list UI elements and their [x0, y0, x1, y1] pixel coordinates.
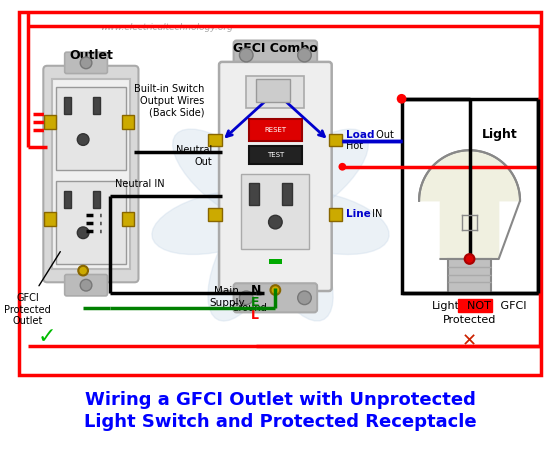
Bar — [93, 97, 100, 114]
Bar — [249, 146, 301, 164]
Text: N: N — [251, 284, 261, 297]
Text: GFCI Combo: GFCI Combo — [233, 42, 318, 55]
Circle shape — [78, 227, 89, 239]
Text: IN: IN — [368, 209, 382, 219]
Circle shape — [78, 134, 89, 145]
Circle shape — [78, 266, 88, 275]
Bar — [249, 183, 259, 205]
Bar — [56, 87, 126, 170]
Text: Hot: Hot — [346, 141, 364, 151]
Text: Light: Light — [482, 128, 518, 141]
Bar — [256, 79, 290, 102]
Polygon shape — [208, 196, 287, 321]
Polygon shape — [256, 129, 368, 225]
Bar — [122, 212, 134, 226]
Bar — [64, 191, 70, 208]
Bar — [329, 134, 342, 146]
Polygon shape — [152, 190, 285, 254]
Text: Out: Out — [373, 130, 394, 140]
Text: Outlet: Outlet — [69, 49, 113, 62]
Text: TEST: TEST — [267, 152, 284, 158]
Text: www.electricaltechnology.org: www.electricaltechnology.org — [101, 23, 234, 32]
Bar — [122, 115, 134, 129]
Text: Ground: Ground — [232, 303, 267, 313]
Bar — [268, 259, 282, 264]
Text: GFCI
Protected
Outlet: GFCI Protected Outlet — [4, 293, 51, 326]
Polygon shape — [254, 196, 333, 321]
Text: Neutral
Out: Neutral Out — [176, 145, 212, 167]
Text: Light Switch and Protected Receptacle: Light Switch and Protected Receptacle — [84, 413, 476, 431]
Circle shape — [239, 291, 253, 305]
Bar — [19, 12, 541, 374]
Bar — [45, 212, 56, 226]
Bar — [448, 259, 491, 293]
Circle shape — [298, 48, 311, 62]
Text: Neutral IN: Neutral IN — [115, 179, 165, 189]
Bar — [52, 79, 130, 269]
Bar — [241, 174, 309, 249]
Polygon shape — [419, 150, 520, 259]
Polygon shape — [241, 89, 300, 225]
Circle shape — [80, 279, 92, 291]
FancyBboxPatch shape — [234, 40, 317, 70]
Text: Built-in Switch
Output Wires
(Back Side): Built-in Switch Output Wires (Back Side) — [134, 84, 205, 117]
Text: E: E — [251, 296, 260, 309]
Bar — [246, 76, 305, 108]
FancyBboxPatch shape — [65, 52, 107, 73]
Bar — [45, 115, 56, 129]
Text: ✓: ✓ — [38, 327, 57, 347]
Circle shape — [298, 291, 311, 305]
Bar — [402, 99, 537, 293]
Polygon shape — [256, 190, 389, 255]
Bar — [56, 181, 126, 264]
Text: NOT: NOT — [460, 301, 491, 311]
Text: Main
Supply: Main Supply — [209, 286, 245, 308]
Circle shape — [271, 285, 280, 295]
Text: RESET: RESET — [265, 127, 287, 133]
Text: Load: Load — [346, 130, 375, 140]
Bar — [282, 183, 292, 205]
Circle shape — [397, 94, 406, 104]
Text: Wiring a GFCI Outlet with Unprotected: Wiring a GFCI Outlet with Unprotected — [85, 391, 476, 409]
Text: ✕: ✕ — [462, 332, 477, 350]
Bar — [208, 134, 222, 146]
Bar — [208, 208, 222, 221]
Circle shape — [338, 163, 346, 171]
FancyBboxPatch shape — [43, 66, 139, 282]
FancyBboxPatch shape — [219, 62, 332, 291]
Bar — [93, 191, 100, 208]
FancyBboxPatch shape — [234, 283, 317, 312]
Text: Line: Line — [346, 209, 371, 219]
FancyBboxPatch shape — [65, 274, 107, 296]
Bar — [249, 119, 301, 140]
Text: L: L — [251, 309, 259, 322]
Bar — [329, 208, 342, 221]
Bar — [64, 97, 70, 114]
Circle shape — [253, 193, 288, 228]
Polygon shape — [173, 129, 285, 225]
Circle shape — [465, 254, 475, 264]
Text: GFCI: GFCI — [497, 301, 526, 311]
Text: Light: Light — [432, 301, 460, 311]
Circle shape — [80, 57, 92, 69]
Circle shape — [268, 215, 282, 229]
Text: Protected: Protected — [443, 315, 496, 325]
Circle shape — [239, 48, 253, 62]
